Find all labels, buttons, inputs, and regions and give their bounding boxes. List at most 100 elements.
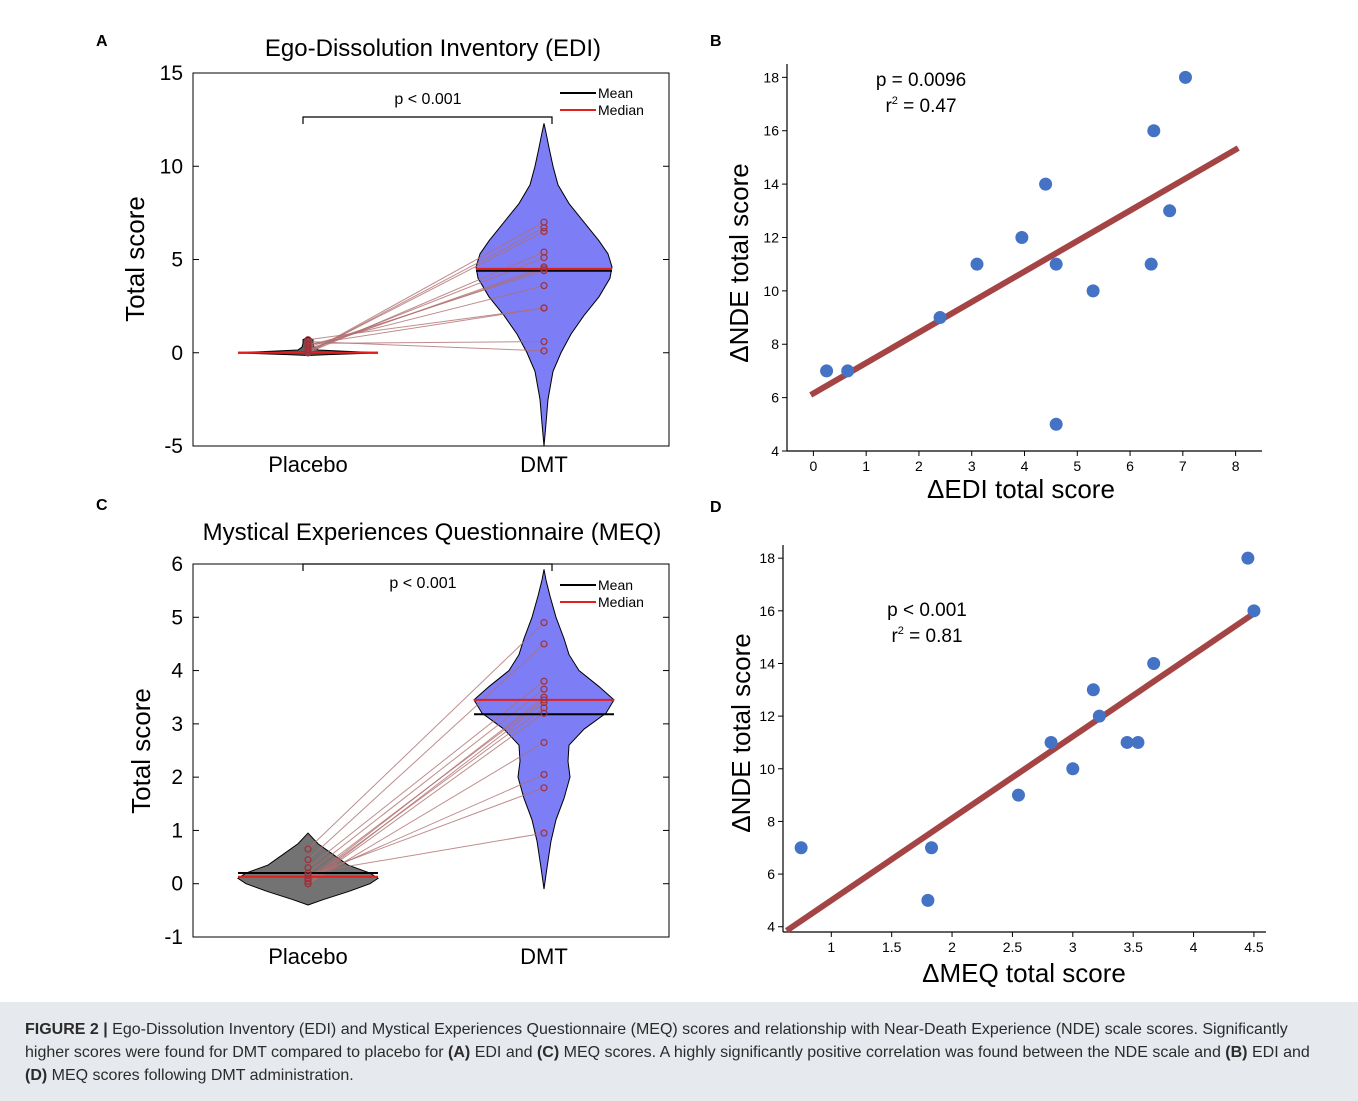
paired-line bbox=[307, 341, 545, 352]
data-point bbox=[540, 224, 548, 232]
scatter-point bbox=[1178, 70, 1192, 84]
scatter-point bbox=[933, 311, 947, 325]
caption-ref-b: (B) bbox=[1225, 1044, 1248, 1061]
y-tick-label: 8 bbox=[767, 813, 775, 829]
x-tick-label: 2 bbox=[948, 939, 956, 955]
panel-c-category-placebo: Placebo bbox=[268, 944, 348, 969]
paired-line bbox=[307, 712, 545, 885]
data-point bbox=[304, 864, 312, 872]
panel-d-axes: 1 1.5 2 2.5 3 3.5 4 4.5 4 6 8 10 12 14 16 18 bbox=[759, 545, 1266, 955]
paired-line bbox=[307, 307, 545, 345]
scatter-point bbox=[1092, 709, 1106, 723]
data-point bbox=[540, 685, 548, 693]
scatter-point bbox=[841, 364, 855, 378]
panel-a-violins bbox=[238, 123, 613, 447]
panel-c-category-dmt: DMT bbox=[520, 944, 568, 969]
x-tick-label: 8 bbox=[1232, 458, 1240, 474]
y-tick-label: 4 bbox=[771, 443, 779, 459]
x-tick-label: 4.5 bbox=[1244, 939, 1264, 955]
paired-line bbox=[307, 285, 545, 346]
panel-d-x-axis-label: ΔMEQ total score bbox=[922, 958, 1126, 988]
data-point bbox=[540, 640, 548, 648]
scatter-point bbox=[1144, 257, 1158, 271]
data-point bbox=[540, 709, 548, 717]
panel-letter-a: A bbox=[96, 33, 108, 50]
paired-line bbox=[307, 742, 545, 885]
scatter-point bbox=[925, 841, 939, 855]
data-point bbox=[304, 877, 312, 885]
data-point bbox=[540, 304, 548, 312]
scatter-point bbox=[1039, 177, 1053, 191]
x-tick-label: 4 bbox=[1190, 939, 1198, 955]
x-tick-label: 3 bbox=[1069, 939, 1077, 955]
figure-caption: FIGURE 2 | Ego-Dissolution Inventory (ED… bbox=[25, 1018, 1335, 1087]
x-tick-label: 1.5 bbox=[882, 939, 902, 955]
regression-line bbox=[784, 610, 1256, 934]
data-point bbox=[540, 738, 548, 747]
panel-a-category-dmt: DMT bbox=[520, 452, 568, 477]
panel-a-title: Ego-Dissolution Inventory (EDI) bbox=[265, 35, 601, 62]
x-tick-label: 5 bbox=[1073, 458, 1081, 474]
y-tick-label: -5 bbox=[164, 435, 183, 458]
data-point bbox=[540, 770, 548, 779]
caption-ref-c: (C) bbox=[536, 1044, 560, 1061]
caption-text-3: MEQ scores. A highly significantly posit… bbox=[559, 1044, 1226, 1061]
y-tick-label: 10 bbox=[763, 283, 779, 299]
y-tick-label: 6 bbox=[171, 553, 183, 576]
x-tick-label: 1 bbox=[827, 939, 835, 955]
x-tick-label: 3 bbox=[968, 458, 976, 474]
data-point bbox=[540, 829, 548, 837]
scatter-point bbox=[794, 841, 808, 855]
scatter-point bbox=[1086, 683, 1100, 697]
data-point bbox=[304, 872, 312, 880]
data-point bbox=[540, 267, 548, 275]
x-tick-label: 4 bbox=[1021, 458, 1029, 474]
data-point bbox=[540, 619, 548, 627]
x-tick-label: 3.5 bbox=[1123, 939, 1143, 955]
paired-line bbox=[307, 680, 545, 869]
caption-ref-a: (A) bbox=[448, 1044, 471, 1061]
panel-c-legend: Mean Median bbox=[560, 577, 644, 610]
panel-a-y-ticks: -5 0 5 10 15 bbox=[160, 62, 669, 458]
y-tick-label: 0 bbox=[171, 342, 183, 365]
data-point bbox=[540, 784, 548, 792]
scatter-point bbox=[1120, 735, 1134, 749]
panel-a-category-placebo: Placebo bbox=[268, 452, 348, 477]
scatter-point bbox=[1066, 762, 1080, 776]
caption-label: FIGURE 2 | bbox=[25, 1021, 108, 1038]
x-tick-label: 2 bbox=[915, 458, 923, 474]
paired-line bbox=[307, 227, 545, 354]
data-point bbox=[540, 254, 548, 262]
scatter-point bbox=[921, 893, 935, 907]
data-point bbox=[540, 704, 548, 712]
paired-line bbox=[307, 221, 545, 354]
y-tick-label: 10 bbox=[759, 761, 775, 777]
caption-text-2: EDI and bbox=[470, 1044, 537, 1061]
panel-a-y-axis-label: Total score bbox=[120, 196, 150, 322]
data-point bbox=[304, 845, 312, 853]
panel-d-r-squared: r2 = 0.81 bbox=[891, 625, 962, 647]
x-tick-label: 7 bbox=[1179, 458, 1187, 474]
y-tick-label: 15 bbox=[160, 62, 183, 85]
data-point bbox=[304, 336, 312, 344]
y-tick-label: 2 bbox=[171, 766, 183, 789]
data-point bbox=[304, 869, 312, 877]
caption-text-5: MEQ scores following DMT administration. bbox=[47, 1067, 354, 1084]
data-point bbox=[540, 677, 548, 685]
scatter-point bbox=[1049, 417, 1063, 431]
panel-a-significance: p < 0.001 bbox=[302, 91, 553, 124]
panel-d-y-axis-label: ΔNDE total score bbox=[726, 633, 756, 832]
panel-d-scatter bbox=[784, 551, 1261, 934]
paired-line bbox=[307, 231, 545, 354]
y-tick-label: 16 bbox=[763, 123, 779, 139]
panel-d: D 1 1.5 2 2.5 3 3.5 4 4.5 4 6 8 10 12 14 16 18 ΔNDE tot… bbox=[710, 499, 1266, 988]
y-tick-label: -1 bbox=[164, 926, 183, 949]
paired-line bbox=[307, 787, 545, 877]
data-point bbox=[540, 347, 548, 355]
data-point bbox=[304, 856, 312, 864]
caption-ref-d: (D) bbox=[25, 1067, 48, 1084]
y-tick-label: 4 bbox=[767, 919, 775, 935]
violin-dmt bbox=[475, 123, 613, 447]
data-point bbox=[304, 880, 312, 888]
